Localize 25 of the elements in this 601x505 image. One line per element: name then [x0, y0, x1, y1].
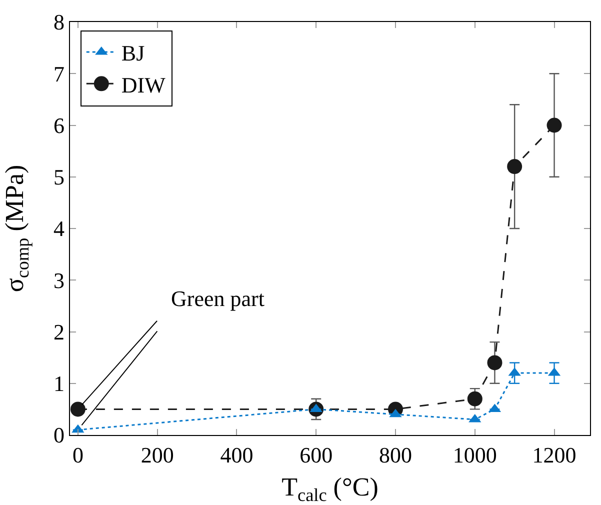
legend-label: BJ [121, 40, 146, 66]
y-tick-label: 4 [53, 216, 64, 242]
x-tick-label: 1200 [532, 442, 576, 468]
legend-label: DIW [121, 72, 166, 98]
x-tick-label: 800 [379, 442, 412, 468]
y-tick-label: 5 [53, 164, 64, 190]
point [546, 118, 562, 133]
point [507, 159, 522, 174]
x-tick-label: 600 [300, 442, 333, 468]
point [467, 391, 482, 406]
x-tick-label: 400 [220, 442, 254, 468]
x-axis-title: T$_{calc}$ (°C) [282, 472, 378, 505]
y-tick-label: 7 [53, 61, 64, 86]
y-tick-label: 6 [53, 112, 64, 138]
y-tick-label: 8 [53, 10, 64, 35]
point [487, 355, 502, 370]
annotation: Green part [171, 286, 264, 311]
y-tick-label: 3 [53, 268, 64, 293]
x-tick-label: 200 [140, 442, 174, 468]
y-tick-label: 0 [53, 422, 64, 448]
x-tick-label: 0 [72, 442, 84, 468]
y-tick-label: 2 [53, 319, 64, 344]
point [70, 402, 86, 417]
x-tick-label: 1000 [452, 442, 497, 468]
y-tick-label: 1 [53, 371, 64, 396]
